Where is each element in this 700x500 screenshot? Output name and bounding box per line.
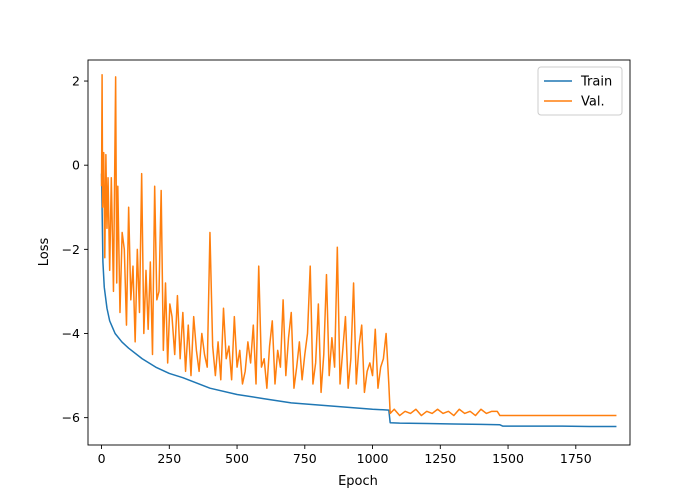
y-tick-label: −6	[62, 410, 80, 425]
legend: Train Val.	[537, 66, 623, 116]
x-tick-label: 1500	[492, 451, 524, 466]
x-tick-label: 500	[225, 451, 249, 466]
x-tick-label: 250	[157, 451, 181, 466]
series-line-train	[100, 173, 617, 428]
x-tick-label: 0	[98, 451, 106, 466]
y-tick-label: −2	[62, 242, 80, 257]
x-tick-label: 1250	[424, 451, 456, 466]
x-axis-label: Epoch	[338, 474, 378, 489]
axes: 0 250 500 750 1000 1250 1500 1750 2 0 −2 −4 −6	[62, 59, 631, 466]
legend-box	[537, 66, 623, 116]
x-tick-label: 750	[293, 451, 317, 466]
legend-label: Val.	[581, 95, 605, 110]
y-tick-label: −4	[62, 326, 80, 341]
y-tick-label: 2	[72, 74, 80, 89]
legend-label: Train	[580, 75, 612, 90]
plot-frame	[87, 59, 631, 446]
x-tick-label: 1000	[357, 451, 389, 466]
y-tick-label: 0	[72, 158, 80, 173]
y-axis-label: Loss	[37, 238, 52, 267]
x-tick-label: 1750	[560, 451, 592, 466]
series-line-val	[100, 73, 617, 417]
plot-area	[100, 73, 617, 428]
